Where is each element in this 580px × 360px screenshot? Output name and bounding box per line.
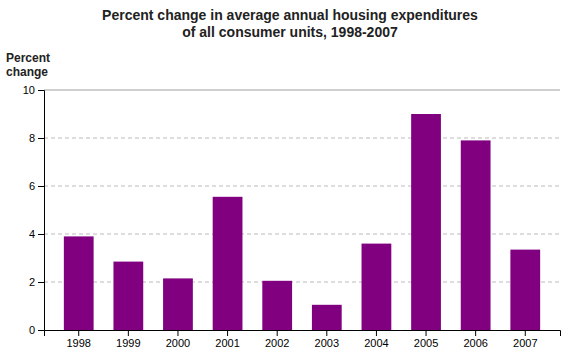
x-tick: 1999	[116, 330, 140, 349]
x-tick: 1998	[66, 330, 90, 349]
y-tick: 10	[23, 84, 44, 96]
y-tick-label: 10	[23, 84, 35, 96]
x-tick-mark	[128, 330, 129, 336]
y-axis-title-line: change	[6, 65, 48, 79]
x-tick: 2002	[265, 330, 289, 349]
y-tick: 0	[29, 324, 44, 336]
chart-title: Percent change in average annual housing…	[102, 7, 478, 40]
y-tick-label: 4	[29, 228, 35, 240]
bar	[461, 140, 491, 330]
x-tick: 2001	[215, 330, 239, 349]
y-axis-title-line: Percent	[6, 51, 50, 65]
x-tick-mark	[78, 330, 79, 336]
y-tick: 2	[29, 276, 44, 288]
x-tick: 2005	[414, 330, 438, 349]
x-tick-label: 2004	[364, 337, 388, 349]
x-axis-line	[45, 331, 561, 337]
y-tick-label: 8	[29, 132, 35, 144]
x-tick-mark	[326, 330, 327, 336]
x-tick-mark	[525, 330, 526, 336]
chart-title-line: of all consumer units, 1998-2007	[182, 24, 398, 40]
x-tick: 2007	[513, 330, 537, 349]
bar	[64, 236, 94, 330]
x-tick-label: 1998	[66, 337, 90, 349]
y-tick: 4	[29, 228, 44, 240]
plot-area: 1998 1999 2000 2001 2002 2003 2004 2005 2006 2007…	[23, 84, 561, 349]
x-tick: 2003	[315, 330, 339, 349]
bar	[510, 250, 540, 330]
x-tick: 2006	[463, 330, 487, 349]
y-tick-label: 0	[29, 324, 35, 336]
x-tick-label: 1999	[116, 337, 140, 349]
x-tick: 2004	[364, 330, 388, 349]
bar	[262, 281, 292, 330]
x-axis: 1998 1999 2000 2001 2002 2003 2004 2005 2006 2007	[45, 330, 561, 349]
y-tick-mark	[38, 234, 44, 235]
y-tick-mark	[38, 138, 44, 139]
x-tick: 2000	[166, 330, 190, 349]
y-tick: 6	[29, 180, 44, 192]
bars	[64, 114, 540, 330]
x-tick-mark	[177, 330, 178, 336]
bar	[312, 305, 342, 330]
x-tick-label: 2007	[513, 337, 537, 349]
x-tick-mark	[227, 330, 228, 336]
bar	[213, 197, 243, 330]
x-tick-label: 2003	[315, 337, 339, 349]
y-axis-line	[38, 91, 45, 331]
grid-line	[44, 90, 560, 91]
x-tick-mark	[426, 330, 427, 336]
y-tick-mark	[38, 282, 44, 283]
y-tick-mark	[38, 90, 44, 91]
x-tick-mark	[475, 330, 476, 336]
bar	[113, 262, 143, 330]
y-tick-label: 6	[29, 180, 35, 192]
grid-line	[44, 138, 560, 139]
chart-container: Percent change in average annual housing…	[0, 0, 580, 360]
y-tick: 8	[29, 132, 44, 144]
bar	[411, 114, 441, 330]
x-tick-mark	[376, 330, 377, 336]
x-tick-label: 2005	[414, 337, 438, 349]
y-tick-mark	[38, 186, 44, 187]
y-tick-label: 2	[29, 276, 35, 288]
chart-svg: Percent change in average annual housing…	[0, 0, 580, 360]
y-axis: 0 2 4 6 8 10	[23, 84, 45, 336]
y-axis-title: Percentchange	[6, 51, 50, 79]
x-tick-label: 2001	[215, 337, 239, 349]
y-tick-mark	[38, 330, 44, 331]
x-tick-mark	[277, 330, 278, 336]
x-tick-label: 2006	[463, 337, 487, 349]
bar	[362, 244, 392, 330]
bar	[163, 278, 193, 330]
chart-title-line: Percent change in average annual housing…	[102, 7, 478, 23]
x-tick-label: 2002	[265, 337, 289, 349]
x-tick-label: 2000	[166, 337, 190, 349]
